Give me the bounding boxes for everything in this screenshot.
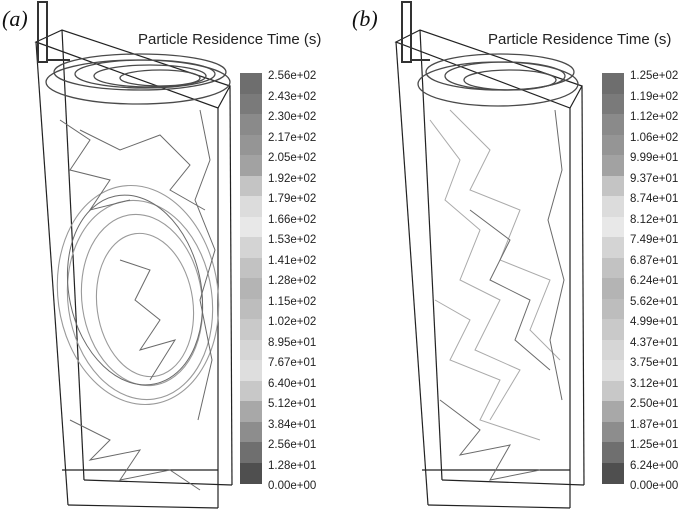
- colorbar-tick-label: 7.67e+01: [268, 357, 317, 369]
- colorbar-swatch: [602, 462, 624, 484]
- colorbar-tick-label: 1.15e+02: [268, 295, 317, 308]
- colorbar-swatch: [602, 216, 624, 238]
- colorbar-tick-label: 3.12e+01: [630, 377, 679, 390]
- colorbar-swatch: [602, 257, 624, 279]
- colorbar-swatch: [240, 319, 262, 340]
- colorbar-swatch: [240, 114, 262, 135]
- colorbar-tick-label: 8.12e+01: [630, 213, 679, 226]
- colorbar-title: Particle Residence Time (s): [138, 31, 322, 48]
- colorbar-tick-label: 1.66e+02: [268, 213, 317, 226]
- colorbar-tick-label: 1.41e+02: [268, 254, 317, 267]
- colorbar-tick-label: 5.62e+01: [630, 295, 679, 308]
- trajectory-drawing-a: [34, 1, 233, 509]
- colorbar-tick-label: 2.50e+01: [630, 398, 679, 410]
- colorbar-tick-label: 2.05e+02: [268, 152, 317, 164]
- colorbar-tick-label: 6.24e+00: [630, 459, 679, 472]
- colorbar-swatch: [602, 442, 624, 463]
- colorbar-swatch: [602, 155, 624, 176]
- colorbar-swatch: [240, 237, 262, 258]
- colorbar-swatch: [240, 401, 262, 422]
- colorbar-tick-label: 3.84e+01: [268, 418, 317, 431]
- colorbar-tick-label: 2.56e+02: [268, 70, 317, 82]
- colorbar-swatch: [602, 196, 624, 217]
- colorbar-swatch: [240, 216, 262, 238]
- colorbar-swatch: [602, 73, 624, 94]
- colorbar-swatch: [602, 237, 624, 258]
- colorbar-tick-label: 1.53e+02: [268, 234, 317, 246]
- colorbar-tick-label: 5.12e+01: [268, 398, 317, 410]
- colorbar-tick-label: 1.25e+02: [630, 70, 679, 82]
- colorbar-tick-label: 8.74e+01: [630, 193, 679, 205]
- colorbar-swatch: [240, 196, 262, 217]
- colorbar-swatch: [602, 401, 624, 422]
- colorbar-tick-label: 1.25e+01: [630, 439, 679, 451]
- colorbar-tick-label: 2.17e+02: [268, 131, 317, 144]
- colorbar-tick-label: 6.24e+01: [630, 275, 679, 287]
- colorbar-tick-label: 7.49e+01: [630, 234, 679, 246]
- colorbar-tick-label: 0.00e+00: [268, 480, 317, 492]
- colorbar-swatch: [602, 175, 624, 197]
- colorbar-swatch: [240, 421, 262, 443]
- colorbar-tick-label: 9.99e+01: [630, 152, 679, 164]
- colorbar-swatch: [602, 114, 624, 135]
- colorbar-swatch: [602, 421, 624, 443]
- colorbar-swatch: [240, 175, 262, 197]
- colorbar-swatch: [240, 73, 262, 94]
- colorbar-swatch: [240, 360, 262, 381]
- colorbar-swatch: [240, 442, 262, 463]
- colorbar-swatch: [240, 93, 262, 115]
- colorbar-tick-label: 1.79e+02: [268, 193, 317, 205]
- colorbar-swatch: [602, 134, 624, 156]
- colorbar-tick-label: 1.06e+02: [630, 131, 679, 144]
- figure-panel-b: (b) Particle Residence Time (s) 1.25e+02…: [350, 0, 700, 518]
- colorbar-swatch: [240, 298, 262, 320]
- colorbar-swatch: [240, 257, 262, 279]
- colorbar-swatch: [240, 155, 262, 176]
- colorbar-tick-label: 4.37e+01: [630, 336, 679, 349]
- colorbar-swatch: [602, 339, 624, 361]
- colorbar-swatch: [602, 278, 624, 299]
- colorbar-tick-label: 1.12e+02: [630, 111, 679, 123]
- colorbar-tick-label: 3.75e+01: [630, 357, 679, 369]
- colorbar-tick-label: 1.02e+02: [268, 316, 317, 328]
- colorbar-tick-label: 1.28e+02: [268, 275, 317, 287]
- colorbar-swatch: [602, 380, 624, 402]
- trajectory-drawing-b: [394, 1, 585, 509]
- colorbar-swatch: [602, 93, 624, 115]
- colorbar-tick-label: 2.43e+02: [268, 90, 317, 103]
- colorbar-swatch: [240, 380, 262, 402]
- colorbar-tick-label: 1.92e+02: [268, 172, 317, 185]
- panel-label: (b): [352, 6, 378, 31]
- colorbar-tick-label: 2.56e+01: [268, 439, 317, 451]
- colorbar-tick-label: 0.00e+00: [630, 480, 679, 492]
- colorbar-tick-label: 9.37e+01: [630, 172, 679, 185]
- panel-label: (a): [2, 6, 28, 31]
- colorbar-swatch: [602, 298, 624, 320]
- colorbar-swatch: [240, 278, 262, 299]
- colorbar-swatch: [240, 462, 262, 484]
- colorbar-swatch: [602, 319, 624, 340]
- figure-panel-a: (a) Particle Residence Time (s) 2.56e+02…: [2, 1, 322, 509]
- colorbar-swatch: [602, 360, 624, 381]
- colorbar-tick-label: 1.87e+01: [630, 418, 679, 431]
- colorbar-tick-label: 4.99e+01: [630, 316, 679, 328]
- colorbar-swatch: [240, 134, 262, 156]
- colorbar-title: Particle Residence Time (s): [488, 31, 672, 48]
- colorbar-tick-label: 2.30e+02: [268, 111, 317, 123]
- colorbar-swatch: [240, 339, 262, 361]
- colorbar-tick-label: 1.19e+02: [630, 90, 679, 103]
- colorbar-tick-label: 1.28e+01: [268, 459, 317, 472]
- colorbar-tick-label: 6.87e+01: [630, 254, 679, 267]
- colorbar-tick-label: 8.95e+01: [268, 336, 317, 349]
- colorbar-tick-label: 6.40e+01: [268, 377, 317, 390]
